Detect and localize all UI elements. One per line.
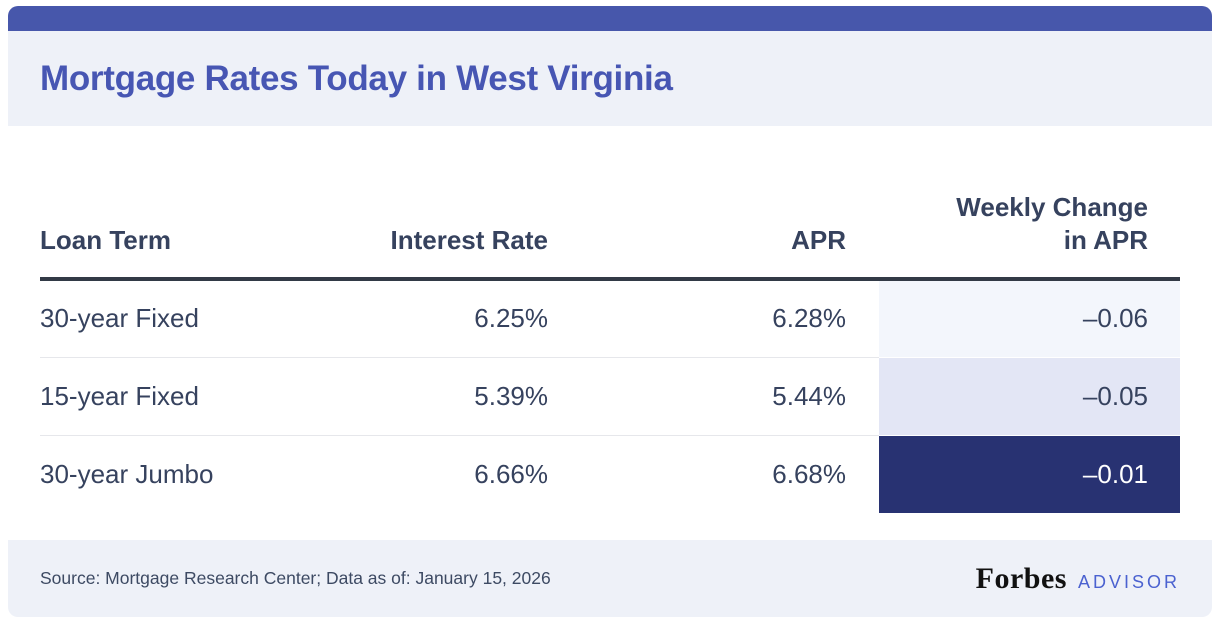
rates-card: Mortgage Rates Today in West Virginia Lo…: [8, 6, 1212, 617]
forbes-advisor-logo: Forbes ADVISOR: [976, 562, 1180, 596]
source-note: Source: Mortgage Research Center; Data a…: [40, 568, 551, 588]
forbes-wordmark: Forbes: [975, 561, 1067, 595]
table-header-row: Loan Term Interest Rate APR Weekly Chang…: [40, 126, 1180, 281]
page-title: Mortgage Rates Today in West Virginia: [40, 58, 673, 98]
card-header: Mortgage Rates Today in West Virginia: [8, 31, 1212, 126]
card-footer: Source: Mortgage Research Center; Data a…: [8, 540, 1212, 617]
accent-bar: [8, 6, 1212, 31]
mortgage-rates-table: Loan Term Interest Rate APR Weekly Chang…: [40, 126, 1180, 513]
table-row: 30-year Jumbo 6.66% 6.68% –0.01: [40, 435, 1180, 513]
column-header-weekly-change: Weekly Change in APR: [879, 126, 1180, 281]
table-row: 30-year Fixed 6.25% 6.28% –0.06: [40, 279, 1180, 358]
advisor-wordmark: ADVISOR: [1077, 571, 1180, 592]
apr-value: 5.44%: [592, 357, 879, 436]
table-row: 15-year Fixed 5.39% 5.44% –0.05: [40, 357, 1180, 436]
apr-value: 6.28%: [592, 279, 879, 358]
weekly-change-value: –0.01: [879, 435, 1180, 513]
column-header-weekly-change-line1: Weekly Change: [956, 192, 1148, 222]
apr-value: 6.68%: [772, 458, 846, 489]
interest-rate-value: 6.66%: [474, 458, 548, 489]
column-header-loan-term: Loan Term: [40, 126, 347, 281]
interest-rate-value: 5.39%: [347, 357, 592, 436]
interest-rate-value: 6.25%: [347, 279, 592, 358]
weekly-change-value: –0.06: [879, 279, 1180, 358]
card-body: Loan Term Interest Rate APR Weekly Chang…: [8, 126, 1212, 540]
loan-term-value: 30-year Jumbo: [40, 458, 214, 489]
column-header-weekly-change-line2: in APR: [1063, 225, 1148, 255]
column-header-interest-rate: Interest Rate: [347, 126, 592, 281]
column-header-apr: APR: [592, 126, 879, 281]
loan-term-value: 30-year Fixed: [40, 279, 347, 358]
weekly-change-value: –0.05: [879, 357, 1180, 436]
loan-term-value: 15-year Fixed: [40, 357, 347, 436]
